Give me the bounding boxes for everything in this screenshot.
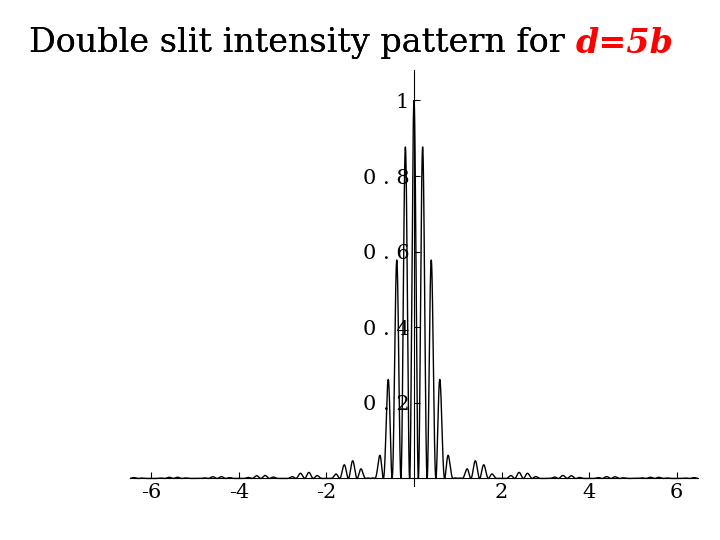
Text: Double slit intensity pattern for: Double slit intensity pattern for bbox=[29, 27, 575, 59]
Text: Double slit intensity pattern for: Double slit intensity pattern for bbox=[29, 27, 575, 59]
Text: d=5b: d=5b bbox=[575, 27, 673, 60]
